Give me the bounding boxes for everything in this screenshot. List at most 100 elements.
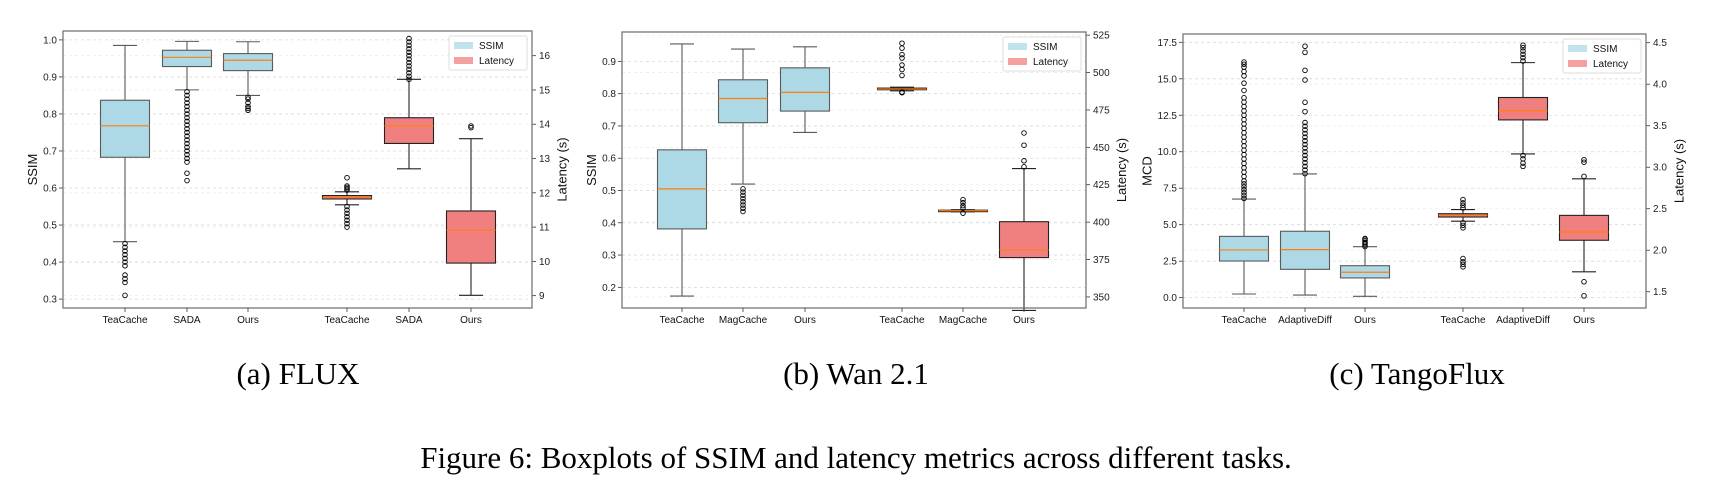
outlier-point <box>1581 173 1587 180</box>
box <box>383 117 435 144</box>
outlier-point <box>1241 99 1247 105</box>
legend-swatch <box>1568 45 1587 52</box>
outlier-point <box>740 189 746 195</box>
legend: SSIM Latency <box>1002 36 1082 72</box>
x-tick-label: Ours <box>460 315 482 326</box>
x-tick-label: TeaCache <box>324 315 369 326</box>
y-axis-label: SSIM <box>25 154 40 186</box>
outlier-point <box>1241 138 1247 145</box>
outlier-point <box>1241 95 1247 101</box>
box-left-0 <box>99 44 151 299</box>
outlier-point <box>406 42 412 49</box>
outlier-point <box>1241 68 1247 75</box>
y-tick-label: 17.5 <box>1158 38 1178 49</box>
outlier-point <box>122 248 128 254</box>
outlier-point <box>406 70 412 76</box>
outlier-point <box>1460 261 1466 268</box>
y2-tick-label: 9 <box>539 291 545 302</box>
y-tick-label: 0.9 <box>602 57 616 68</box>
outlier-point <box>184 114 190 121</box>
outlier-point <box>1302 119 1308 126</box>
outlier-point <box>406 66 412 73</box>
outlier-point <box>406 39 412 45</box>
outlier-point <box>406 52 412 59</box>
outlier-point <box>1302 77 1308 83</box>
box-right-1 <box>383 35 435 170</box>
outlier-point <box>1302 141 1308 148</box>
box-right-0 <box>321 174 373 230</box>
outlier-point <box>184 107 190 113</box>
plot-frame <box>62 30 533 309</box>
outlier-point <box>1581 279 1587 285</box>
y-tick-label: 10.0 <box>1158 147 1178 158</box>
y-tick-label: 0.7 <box>602 121 616 132</box>
outlier-point <box>184 151 190 158</box>
legend-swatch <box>1008 43 1027 50</box>
outlier-point <box>1520 44 1526 51</box>
box-left-0 <box>1218 59 1270 295</box>
outlier-point <box>122 292 128 299</box>
outlier-point <box>1241 116 1247 123</box>
outlier-point <box>1302 134 1308 140</box>
outlier-point <box>1241 80 1247 86</box>
outlier-point <box>1302 152 1308 159</box>
outlier-point <box>344 203 350 210</box>
x-tick-label: TeaCache <box>102 315 147 326</box>
outlier-point <box>899 66 905 73</box>
box <box>779 67 831 112</box>
y-tick-label: 0.8 <box>43 109 57 120</box>
outlier-point <box>1241 189 1247 196</box>
outlier-point <box>344 183 350 189</box>
outlier-point <box>1302 170 1308 177</box>
y2-tick-label: 500 <box>1093 68 1110 79</box>
box <box>222 53 274 72</box>
box <box>998 221 1050 259</box>
outlier-point <box>899 55 905 61</box>
outlier-point <box>1520 163 1526 170</box>
outlier-point <box>1460 259 1466 265</box>
y-tick-label: 0.9 <box>43 72 57 83</box>
outlier-point <box>344 214 350 220</box>
outlier-point <box>122 279 128 286</box>
outlier-point <box>960 196 966 203</box>
outlier-point <box>184 111 190 117</box>
outlier-point <box>184 92 190 99</box>
outlier-point <box>344 207 350 213</box>
outlier-point <box>740 205 746 212</box>
y2-tick-label: 12 <box>539 188 551 199</box>
outlier-point <box>1241 59 1247 65</box>
outlier-point <box>406 59 412 66</box>
outlier-point <box>245 100 251 106</box>
outlier-point <box>899 51 905 58</box>
y-tick-label: 0.6 <box>602 154 616 165</box>
x-tick-label: AdaptiveDiff <box>1278 315 1332 326</box>
outlier-point <box>1302 130 1308 137</box>
box-right-2 <box>1558 157 1610 299</box>
y2-tick-label: 2.5 <box>1653 204 1667 215</box>
y2-axis-label: Latency (s) <box>1114 138 1129 202</box>
y2-tick-label: 3.0 <box>1653 163 1667 174</box>
legend: SSIM Latency <box>1562 38 1642 74</box>
outlier-point <box>1241 165 1247 171</box>
outlier-point <box>899 72 905 79</box>
outlier-point <box>184 177 190 184</box>
box <box>445 210 497 264</box>
box-right-0 <box>1437 196 1489 270</box>
y-axis-label: SSIM <box>584 154 599 186</box>
outlier-point <box>899 40 905 46</box>
box-left-2 <box>1339 235 1391 297</box>
panel-2: 0.0 2.5 5.0 7.5 10.0 12.5 15.0 17.5 1.5 2.0 2.5 3.0… <box>1140 33 1686 326</box>
y-tick-label: 0.3 <box>602 251 616 262</box>
outlier-point <box>1241 64 1247 70</box>
outlier-point <box>1241 195 1247 202</box>
y2-tick-label: 425 <box>1093 180 1110 191</box>
outlier-point <box>1241 103 1247 110</box>
outlier-point <box>406 49 412 56</box>
y2-tick-label: 525 <box>1093 31 1110 42</box>
subcaption-wan: (b) Wan 2.1 <box>783 356 929 391</box>
outlier-point <box>1241 181 1247 187</box>
outlier-point <box>1021 164 1027 170</box>
legend-swatch <box>454 57 473 64</box>
outlier-point <box>344 220 350 227</box>
outlier-point <box>1460 196 1466 203</box>
